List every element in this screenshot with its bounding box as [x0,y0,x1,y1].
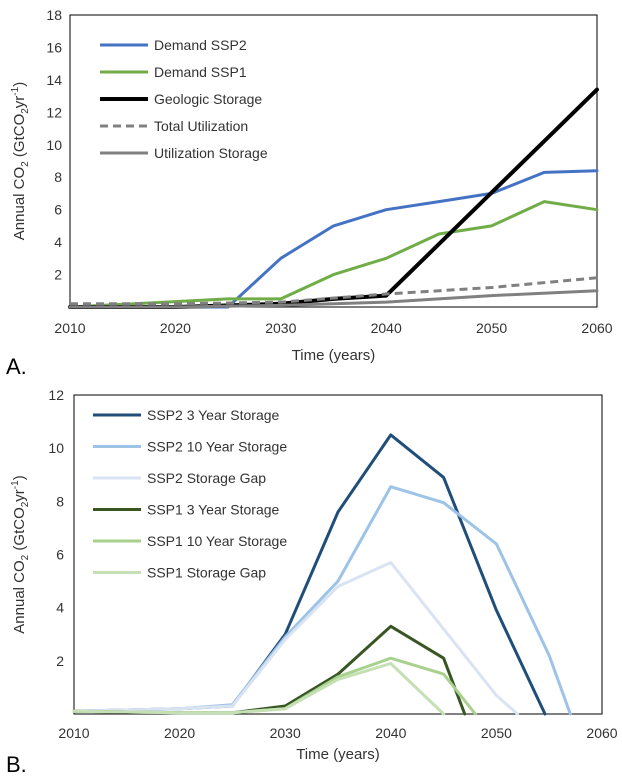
series-line-3 [72,624,467,716]
y-tick-label: 4 [56,600,64,616]
legend-label: Total Utilization [154,118,248,134]
legend-label: SSP1 Storage Gap [147,565,266,581]
y-tick-label: 6 [56,547,64,563]
x-tick-label: 2030 [270,725,301,741]
legend-label: Geologic Storage [154,91,262,107]
y-tick-label: 2 [54,267,62,283]
series-line-1 [68,200,599,309]
legend-label: Demand SSP2 [154,37,247,53]
y-tick-label: 4 [54,234,62,250]
y-tick-label: 2 [56,653,64,669]
y-tick-label: 8 [56,493,64,509]
x-tick-label: 2010 [54,320,85,336]
series-line-4 [68,289,599,309]
series-line-2 [72,561,519,716]
plot-frame [73,394,603,715]
panel-label-a: A. [6,354,27,379]
y-tick-label: 18 [46,7,62,23]
x-tick-label: 2050 [476,320,507,336]
y-tick-label: 10 [46,137,62,153]
legend-label: SSP2 3 Year Storage [147,407,280,423]
legend-label: Demand SSP1 [154,64,247,80]
y-axis-label: Annual CO2 (GtCO2yr-1) [10,82,31,240]
y-tick-label: 12 [48,387,64,403]
legend-label: SSP2 10 Year Storage [147,439,287,455]
y-tick-label: 16 [46,39,62,55]
series-line-0 [72,433,547,716]
legend-label: SSP2 Storage Gap [147,470,266,486]
y-tick-label: 10 [48,440,64,456]
x-tick-label: 2060 [586,725,617,741]
chart-b: 2010 2020 2030 2040 2050 2060 2 4 6 8 10 12 Time (ye… [10,387,618,763]
legend-label: SSP1 10 Year Storage [147,533,287,549]
x-tick-label: 2030 [265,320,296,336]
legend-label: Utilization Storage [154,145,268,161]
chart-a: 2010 2020 2030 2040 2050 2060 2 4 6 8 10 12 14 16 18 Ti… [10,7,613,364]
x-tick-label: 2040 [375,725,406,741]
y-tick-label: 8 [54,169,62,185]
x-tick-label: 2050 [481,725,512,741]
x-tick-label: 2060 [581,320,612,336]
x-axis-label: Time (years) [296,746,380,763]
y-axis-label: Annual CO2 (GtCO2yr-1) [10,475,31,633]
series-line-0 [68,169,599,309]
y-tick-label: 14 [46,72,62,88]
plot-frame [69,14,598,308]
y-tick-label: 6 [54,202,62,218]
panel-label-b: B. [6,752,27,777]
y-tick-label: 12 [46,104,62,120]
x-tick-label: 2010 [58,725,89,741]
legend-label: SSP1 3 Year Storage [147,502,280,518]
x-tick-label: 2020 [164,725,195,741]
series-line-5 [72,662,446,716]
x-axis-label: Time (years) [292,347,376,364]
x-tick-label: 2040 [371,320,402,336]
series-line-3 [70,276,598,306]
x-tick-label: 2020 [160,320,191,336]
